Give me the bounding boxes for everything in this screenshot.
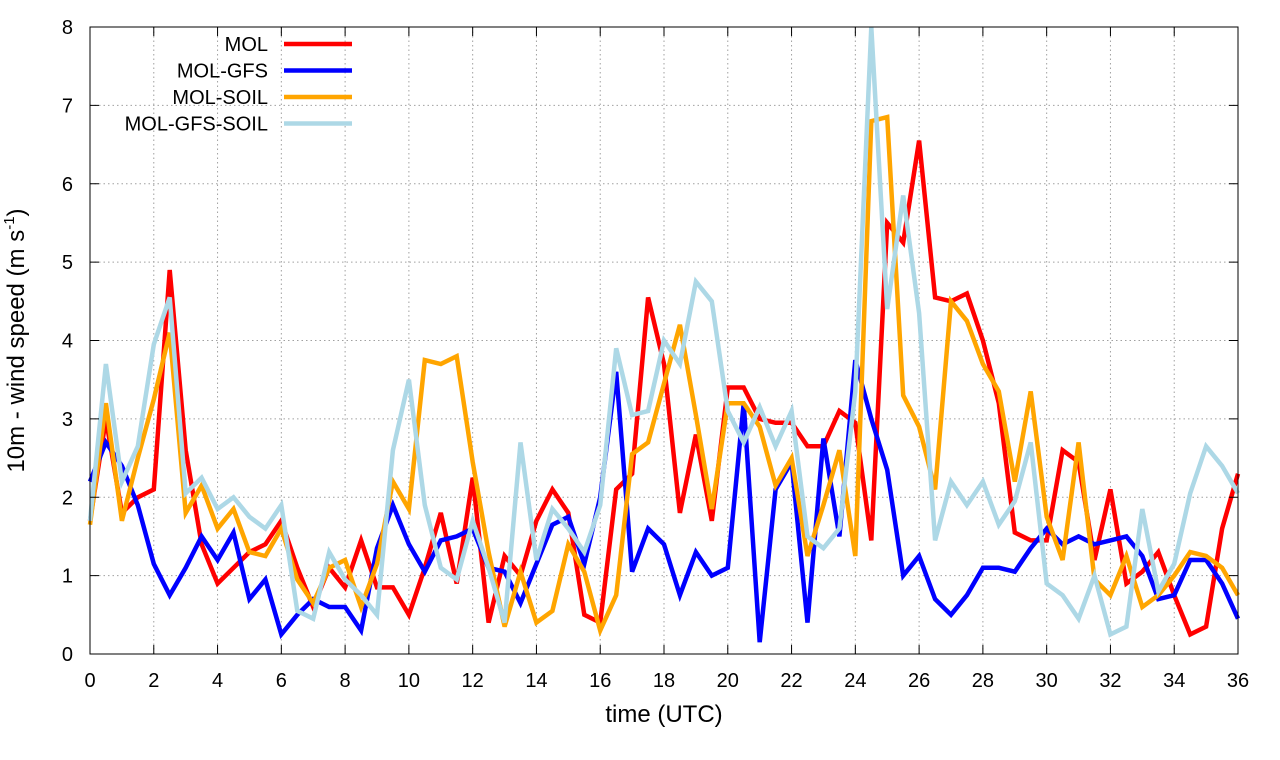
series-lines [87,26,1241,643]
legend-label-mol-gfs-soil: MOL-GFS-SOIL [125,114,268,136]
y-tick-label: 7 [62,95,73,117]
axis-ticks: 0 2 4 6 8 10 12 14 16 18 20 22 24 26 28 30 32 34 360123456… [62,17,1249,692]
y-tick-label: 5 [62,252,73,274]
series-line-mol-soil [87,114,1240,638]
x-tick-label: 24 [844,670,866,692]
x-tick-label: 0 [84,670,95,692]
grid [90,27,1238,654]
x-tick-label: 8 [340,670,351,692]
series-line-mol-gfs [87,359,1241,643]
x-tick-label: 4 [212,670,223,692]
y-axis-title-tail: ) [3,208,30,216]
y-tick-label: 1 [62,566,73,588]
x-tick-label: 14 [525,670,547,692]
x-tick-label: 28 [972,670,994,692]
legend-label-mol: MOL [225,34,268,56]
y-axis-title-superscript: -1 [1,216,18,229]
series-line-mol-gfs-soil [87,26,1240,638]
y-tick-label: 0 [62,644,73,666]
y-axis-title: 10m - wind speed (m s-1) [1,208,30,472]
x-tick-label: 20 [717,670,739,692]
legend-label-mol-gfs: MOL-GFS [177,61,268,83]
y-tick-label: 2 [62,487,73,509]
x-tick-label: 16 [589,670,611,692]
x-tick-label: 34 [1163,670,1185,692]
x-tick-label: 2 [148,670,159,692]
y-tick-label: 3 [62,409,73,431]
x-tick-label: 32 [1099,670,1121,692]
x-tick-label: 26 [908,670,930,692]
legend-label-mol-soil: MOL-SOIL [172,87,268,109]
x-tick-label: 30 [1036,670,1058,692]
x-tick-label: 22 [780,670,802,692]
x-tick-label: 18 [653,670,675,692]
x-tick-label: 10 [398,670,420,692]
y-tick-label: 6 [62,174,73,196]
x-axis-title: time (UTC) [605,701,722,728]
y-tick-label: 8 [62,17,73,39]
x-tick-label: 12 [462,670,484,692]
y-tick-label: 4 [62,331,73,353]
x-tick-label: 36 [1227,670,1249,692]
y-axis-title-main: 10m - wind speed (m s [3,230,30,473]
legend: MOL MOL-GFS MOL-SOIL MOL-GFS-SOIL [125,34,352,136]
x-tick-label: 6 [276,670,287,692]
series-line-mol [87,140,1241,638]
